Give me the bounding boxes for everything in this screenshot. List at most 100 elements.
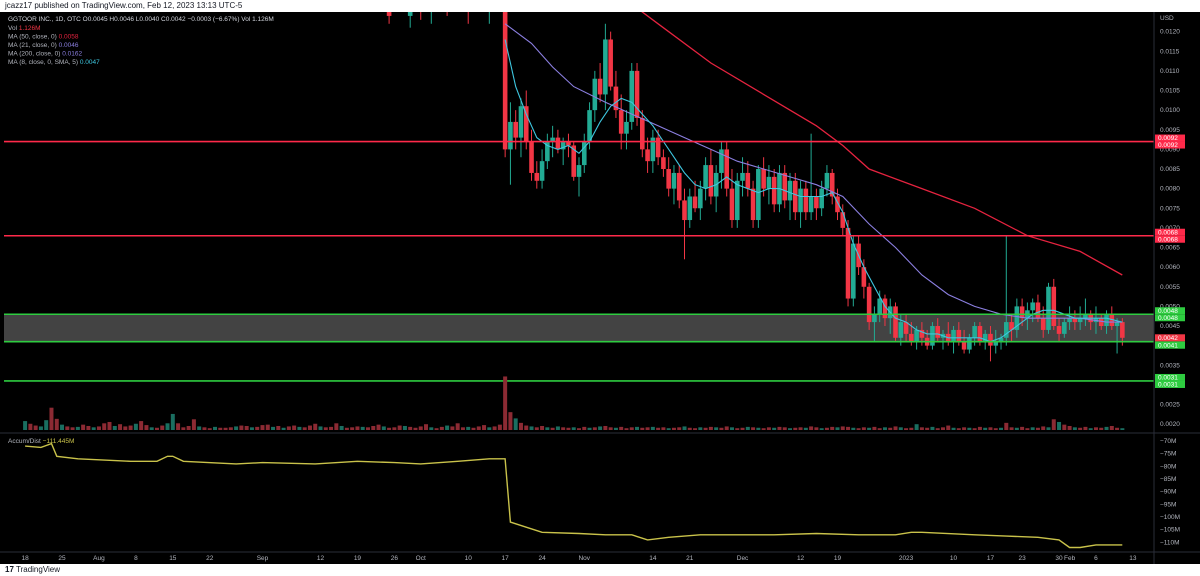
- candle-body[interactable]: [1072, 318, 1078, 323]
- candle-body[interactable]: [792, 180, 798, 213]
- candle-body[interactable]: [803, 188, 809, 213]
- candle-body[interactable]: [961, 341, 967, 350]
- candle-body[interactable]: [819, 188, 824, 209]
- candle-body[interactable]: [1051, 286, 1057, 327]
- candle-body[interactable]: [840, 212, 846, 228]
- candle-body[interactable]: [566, 141, 571, 146]
- candle-body[interactable]: [729, 188, 735, 221]
- candle-body[interactable]: [534, 172, 540, 181]
- candle-body[interactable]: [1019, 306, 1025, 319]
- candle-body[interactable]: [956, 329, 962, 342]
- candle-body[interactable]: [882, 298, 888, 319]
- candle-body[interactable]: [993, 341, 999, 346]
- candle-body[interactable]: [592, 78, 598, 111]
- candle-body[interactable]: [523, 106, 529, 142]
- candle-body[interactable]: [935, 326, 941, 338]
- candle-body[interactable]: [982, 333, 988, 342]
- candle-body[interactable]: [1009, 322, 1014, 330]
- candle-body[interactable]: [829, 172, 835, 197]
- candle-body[interactable]: [708, 165, 714, 197]
- candle-body[interactable]: [608, 39, 613, 87]
- candle-body[interactable]: [1067, 318, 1072, 323]
- candle-body[interactable]: [782, 172, 788, 201]
- candle-body[interactable]: [851, 243, 856, 299]
- candle-body[interactable]: [1109, 314, 1115, 327]
- candle-body[interactable]: [1014, 306, 1020, 330]
- candle-body[interactable]: [930, 326, 935, 346]
- candle-body[interactable]: [597, 78, 603, 95]
- candle-body[interactable]: [977, 326, 983, 342]
- candle-body[interactable]: [655, 137, 661, 158]
- candle-body[interactable]: [618, 110, 624, 134]
- candle-body[interactable]: [539, 161, 545, 181]
- candle-body[interactable]: [613, 86, 619, 111]
- candle-body[interactable]: [893, 306, 898, 338]
- candle-body[interactable]: [787, 180, 793, 201]
- candle-body[interactable]: [998, 337, 1004, 342]
- candle-body[interactable]: [719, 149, 724, 173]
- candle-body[interactable]: [529, 141, 534, 173]
- candle-body[interactable]: [724, 149, 730, 189]
- candle-body[interactable]: [761, 169, 766, 189]
- candle-body[interactable]: [967, 337, 972, 350]
- candle-body[interactable]: [877, 298, 882, 315]
- candle-body[interactable]: [756, 169, 761, 221]
- candle-body[interactable]: [634, 70, 640, 118]
- candle-body[interactable]: [629, 70, 635, 122]
- candle-body[interactable]: [386, 12, 392, 16]
- candle-body[interactable]: [571, 145, 577, 177]
- candle-body[interactable]: [798, 188, 803, 213]
- candle-body[interactable]: [555, 137, 561, 150]
- candle-body[interactable]: [1062, 322, 1067, 334]
- candle-body[interactable]: [745, 172, 751, 189]
- candle-body[interactable]: [1035, 302, 1041, 319]
- candle-body[interactable]: [1104, 314, 1109, 327]
- candle-body[interactable]: [1040, 318, 1046, 330]
- candle-body[interactable]: [587, 110, 592, 142]
- candle-body[interactable]: [666, 169, 671, 189]
- candle-body[interactable]: [861, 267, 867, 287]
- candle-body[interactable]: [972, 326, 977, 338]
- candle-body[interactable]: [740, 172, 745, 181]
- candle-body[interactable]: [1046, 286, 1051, 330]
- candle-body[interactable]: [771, 176, 777, 205]
- candle-body[interactable]: [808, 196, 814, 213]
- candle-body[interactable]: [545, 141, 550, 162]
- candle-body[interactable]: [1077, 318, 1083, 323]
- candle-body[interactable]: [814, 196, 819, 209]
- candle-body[interactable]: [640, 117, 645, 150]
- candle-body[interactable]: [1030, 302, 1035, 311]
- chart-svg[interactable]: USD0.01200.01150.01100.01050.01000.00950…: [0, 0, 1200, 564]
- candle-body[interactable]: [734, 180, 740, 221]
- candle-body[interactable]: [903, 322, 909, 334]
- candle-body[interactable]: [508, 121, 513, 150]
- candle-body[interactable]: [1003, 322, 1009, 338]
- candle-body[interactable]: [1120, 322, 1125, 338]
- chart-stage[interactable]: USD 0.0120 0.0115 0.0110 0.0105 0.0100 0.0095 0…: [0, 0, 1200, 564]
- candle-body[interactable]: [866, 286, 872, 323]
- candle-body[interactable]: [650, 137, 656, 162]
- candle-body[interactable]: [682, 200, 687, 221]
- candle-body[interactable]: [676, 172, 682, 201]
- price-pane[interactable]: [4, 0, 1154, 549]
- candle-body[interactable]: [909, 333, 914, 342]
- candle-body[interactable]: [1056, 326, 1062, 334]
- candle-body[interactable]: [603, 39, 608, 95]
- candle-body[interactable]: [703, 165, 708, 189]
- candle-body[interactable]: [576, 165, 582, 177]
- candle-body[interactable]: [407, 8, 413, 16]
- candle-body[interactable]: [518, 106, 524, 138]
- candle-body[interactable]: [824, 172, 830, 189]
- candle-body[interactable]: [919, 329, 925, 338]
- candle-body[interactable]: [898, 322, 904, 338]
- candle-body[interactable]: [661, 157, 666, 170]
- candle-body[interactable]: [502, 0, 508, 150]
- candle-body[interactable]: [550, 137, 555, 142]
- candle-body[interactable]: [988, 333, 993, 346]
- candle-body[interactable]: [766, 176, 772, 189]
- candle-body[interactable]: [1098, 318, 1104, 327]
- candle-body[interactable]: [872, 314, 877, 323]
- candle-body[interactable]: [951, 329, 956, 342]
- candle-body[interactable]: [1114, 322, 1120, 327]
- candle-body[interactable]: [914, 329, 919, 342]
